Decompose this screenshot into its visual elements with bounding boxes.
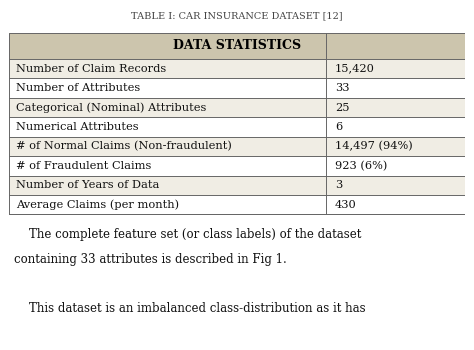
Text: 33: 33 (335, 83, 349, 93)
Text: # of Normal Claims (Non-fraudulent): # of Normal Claims (Non-fraudulent) (16, 141, 232, 152)
Text: DATA STATISTICS: DATA STATISTICS (173, 39, 301, 52)
FancyBboxPatch shape (9, 156, 465, 176)
Text: TABLE I: CAR INSURANCE DATASET [12]: TABLE I: CAR INSURANCE DATASET [12] (131, 11, 343, 20)
Text: Number of Years of Data: Number of Years of Data (16, 180, 160, 190)
FancyBboxPatch shape (9, 117, 465, 136)
Text: 6: 6 (335, 122, 342, 132)
Text: # of Fraudulent Claims: # of Fraudulent Claims (16, 161, 152, 171)
FancyBboxPatch shape (9, 98, 465, 117)
Text: The complete feature set (or class labels) of the dataset: The complete feature set (or class label… (14, 228, 361, 241)
Text: containing 33 attributes is described in Fig 1.: containing 33 attributes is described in… (14, 253, 287, 266)
FancyBboxPatch shape (9, 195, 465, 215)
Text: Numerical Attributes: Numerical Attributes (16, 122, 139, 132)
Text: Average Claims (per month): Average Claims (per month) (16, 199, 180, 210)
FancyBboxPatch shape (9, 33, 465, 59)
Text: 3: 3 (335, 180, 342, 190)
Text: 923 (6%): 923 (6%) (335, 161, 387, 171)
Text: 15,420: 15,420 (335, 64, 375, 74)
Text: Number of Attributes: Number of Attributes (16, 83, 141, 93)
Text: Categorical (Nominal) Attributes: Categorical (Nominal) Attributes (16, 102, 207, 113)
FancyBboxPatch shape (9, 59, 465, 78)
Text: Number of Claim Records: Number of Claim Records (16, 64, 166, 74)
Text: 14,497 (94%): 14,497 (94%) (335, 141, 412, 152)
Text: 25: 25 (335, 103, 349, 112)
FancyBboxPatch shape (9, 176, 465, 195)
FancyBboxPatch shape (9, 78, 465, 98)
Text: 430: 430 (335, 200, 356, 210)
Text: This dataset is an imbalanced class-distribution as it has: This dataset is an imbalanced class-dist… (14, 302, 365, 315)
FancyBboxPatch shape (9, 136, 465, 156)
